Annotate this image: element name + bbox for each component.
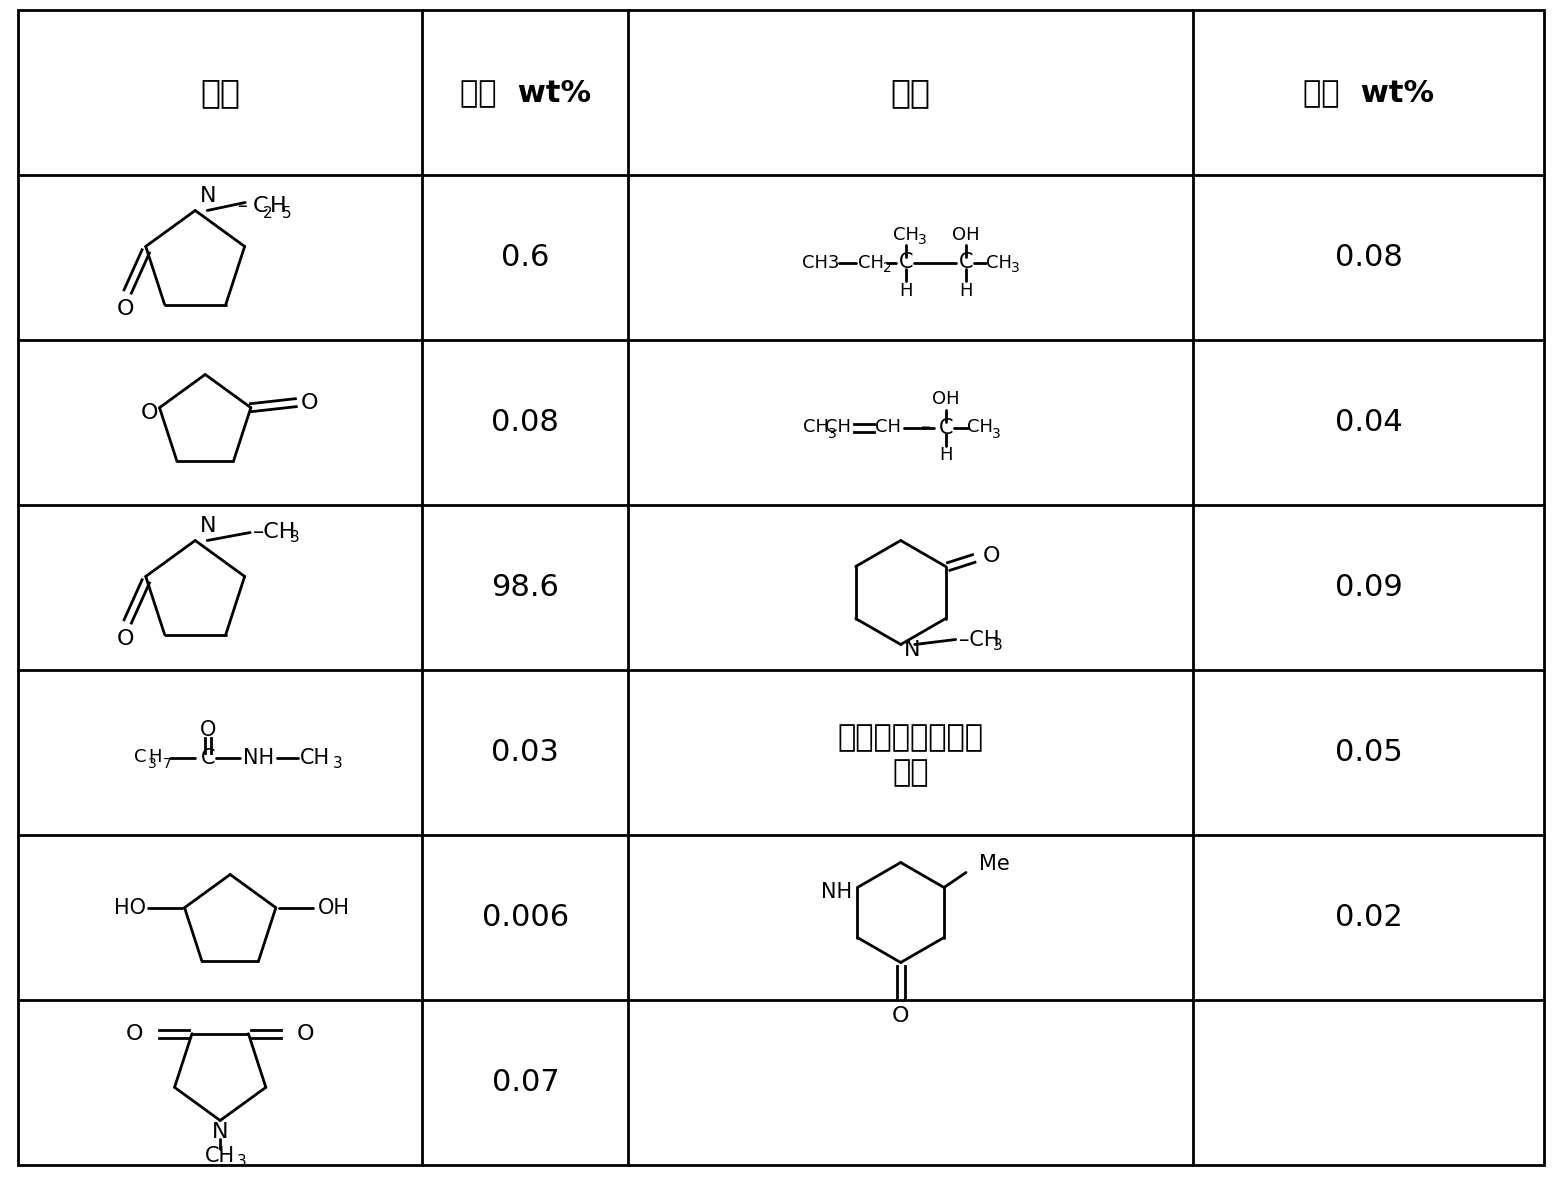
Text: C: C	[134, 749, 147, 766]
Text: C: C	[959, 253, 973, 273]
Text: 0.04: 0.04	[1334, 408, 1403, 437]
Text: –CH: –CH	[253, 523, 297, 543]
Text: 0.03: 0.03	[492, 738, 559, 767]
Text: NH: NH	[822, 883, 853, 903]
Text: 合物: 合物	[892, 758, 929, 787]
Text: 0.08: 0.08	[492, 408, 559, 437]
Text: 7: 7	[162, 757, 172, 771]
Text: 0.006: 0.006	[481, 903, 569, 932]
Text: OH: OH	[317, 898, 350, 918]
Text: N: N	[904, 639, 920, 659]
Text: C: C	[253, 197, 269, 217]
Text: O: O	[297, 1024, 314, 1044]
Text: N: N	[200, 186, 217, 206]
Text: 成分: 成分	[200, 77, 241, 109]
Text: 0.07: 0.07	[492, 1068, 559, 1097]
Text: O: O	[982, 545, 1001, 565]
Text: 3: 3	[992, 426, 1000, 440]
Text: CH3: CH3	[801, 253, 839, 272]
Text: O: O	[200, 719, 217, 739]
Text: 含量  wt%: 含量 wt%	[459, 78, 590, 107]
Text: 3: 3	[918, 233, 926, 247]
Text: 3: 3	[993, 638, 1003, 653]
Text: O: O	[117, 630, 134, 650]
Text: Me: Me	[979, 855, 1009, 875]
Text: OH: OH	[933, 391, 959, 408]
Text: 2: 2	[262, 206, 273, 221]
Text: CH: CH	[967, 419, 993, 437]
Text: OH: OH	[951, 226, 979, 244]
Text: 3: 3	[291, 530, 300, 545]
Text: N: N	[212, 1123, 228, 1143]
Text: 5: 5	[283, 206, 292, 221]
Text: C: C	[201, 747, 216, 767]
Text: CH: CH	[986, 253, 1012, 272]
Text: 0.02: 0.02	[1334, 903, 1403, 932]
Text: 含量  wt%: 含量 wt%	[1303, 78, 1434, 107]
Text: 3: 3	[148, 757, 156, 771]
Text: NH: NH	[242, 747, 273, 767]
Text: CH: CH	[875, 419, 901, 437]
Text: 2: 2	[883, 261, 892, 275]
Text: 3: 3	[237, 1153, 247, 1169]
Text: –: –	[920, 418, 931, 437]
Text: HO: HO	[114, 898, 145, 918]
Text: CH: CH	[300, 747, 330, 767]
Text: O: O	[127, 1024, 144, 1044]
Text: 0.05: 0.05	[1334, 738, 1403, 767]
Text: 3: 3	[333, 756, 344, 771]
Text: H: H	[939, 446, 953, 465]
Text: 含氧和奇数氨的化: 含氧和奇数氨的化	[837, 723, 984, 752]
Text: C: C	[939, 418, 953, 438]
Text: C: C	[898, 253, 912, 273]
Text: O: O	[301, 393, 319, 413]
Text: CH: CH	[825, 419, 851, 437]
Text: H: H	[270, 197, 287, 217]
Text: 3: 3	[1011, 261, 1020, 275]
Text: N: N	[200, 516, 217, 536]
Text: H: H	[148, 749, 162, 766]
Text: 98.6: 98.6	[492, 573, 559, 601]
Text: 成分: 成分	[890, 77, 931, 109]
Text: O: O	[141, 403, 158, 423]
Text: –: –	[239, 197, 248, 217]
Text: H: H	[959, 281, 973, 299]
Text: CH: CH	[893, 226, 918, 244]
Text: 0.6: 0.6	[501, 242, 550, 272]
Text: O: O	[117, 299, 134, 319]
Text: 0.08: 0.08	[1334, 242, 1403, 272]
Text: 3: 3	[828, 426, 837, 440]
Text: 0.09: 0.09	[1334, 573, 1403, 601]
Text: CH: CH	[205, 1145, 236, 1165]
Text: O: O	[892, 1005, 909, 1025]
Text: CH: CH	[858, 253, 884, 272]
Text: CH: CH	[803, 419, 829, 437]
Text: H: H	[900, 281, 912, 299]
Text: –CH: –CH	[959, 630, 1000, 650]
